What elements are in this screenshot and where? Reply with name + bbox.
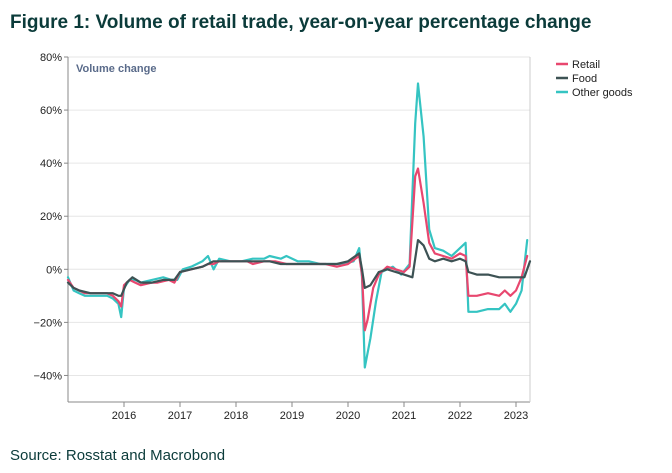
y-tick-label: 60% — [40, 105, 62, 117]
axes — [67, 57, 531, 403]
legend-label: Retail — [572, 59, 600, 71]
volume-change-label: Volume change — [76, 63, 156, 75]
x-tick-label: 2017 — [168, 410, 192, 422]
x-tick-label: 2016 — [112, 410, 136, 422]
series-line-food — [66, 239, 532, 297]
y-tick-label: −20% — [34, 317, 63, 329]
legend-label: Other goods — [572, 87, 633, 99]
y-tick-label: 80% — [40, 52, 62, 64]
source-note: Source: Rosstat and Macrobond — [10, 447, 226, 464]
y-tick-label: 0% — [46, 264, 62, 276]
x-tick-label: 2018 — [224, 410, 248, 422]
grid-lines — [68, 56, 530, 376]
x-tick-label: 2022 — [448, 410, 472, 422]
x-tick-label: 2019 — [280, 410, 304, 422]
y-tick-label: −40% — [34, 370, 63, 382]
figure-title: Figure 1: Volume of retail trade, year-o… — [10, 12, 592, 33]
y-tick-label: 20% — [40, 211, 62, 223]
x-tick-label: 2023 — [504, 410, 528, 422]
x-axis-ticks: 2016 2017 2018 2019 2020 2021 2022 2023 — [112, 402, 528, 422]
y-axis-ticks: 80% 60% 40% 20% 0% −20% −40% — [34, 52, 68, 382]
legend-label: Food — [572, 73, 597, 85]
series-line-other-goods — [66, 82, 529, 369]
legend: Retail Food Other goods — [556, 59, 633, 99]
line-chart: 80%60%40%20%0%−20%−40% 2016 2017 2018 2019 2… — [34, 52, 633, 422]
x-tick-label: 2021 — [392, 410, 416, 422]
y-tick-label: 40% — [40, 158, 62, 170]
series-lines — [66, 82, 532, 369]
x-tick-label: 2020 — [336, 410, 360, 422]
